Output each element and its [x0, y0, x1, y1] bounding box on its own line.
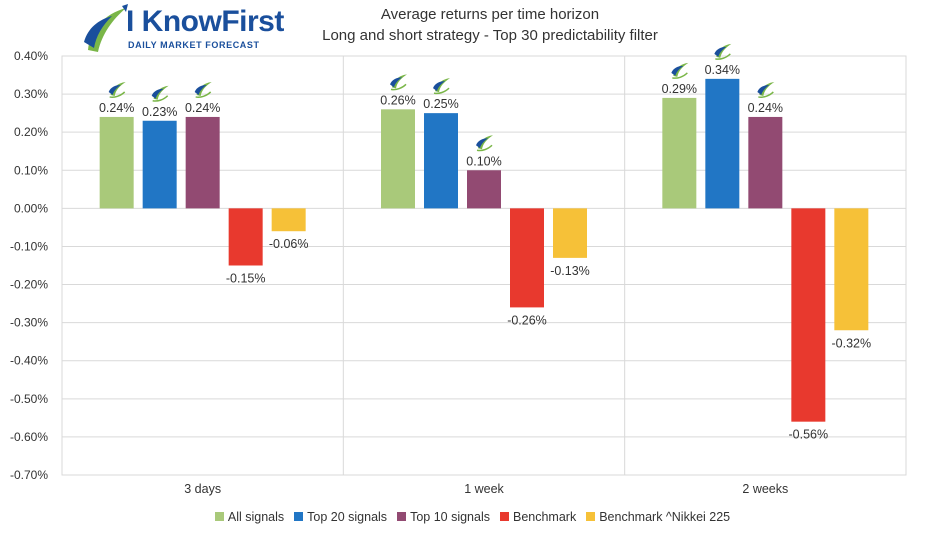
- y-tick-label: -0.40%: [10, 354, 48, 368]
- leaf-logo-icon: [108, 81, 126, 98]
- legend-swatch: [397, 512, 407, 521]
- data-label: -0.06%: [269, 237, 309, 251]
- leaf-logo-icon: [757, 81, 775, 98]
- legend-label: All signals: [227, 510, 285, 524]
- bar: [553, 208, 587, 258]
- x-tick-label: 3 days: [184, 482, 221, 496]
- legend-label: Top 10 signals: [410, 510, 490, 524]
- data-label: 0.25%: [423, 97, 458, 111]
- bar: [467, 170, 501, 209]
- bar: [271, 208, 306, 232]
- y-tick-label: -0.10%: [10, 239, 48, 253]
- legend-label: Benchmark: [512, 510, 577, 524]
- x-tick-label: 2 weeks: [742, 482, 788, 496]
- data-label: -0.56%: [789, 428, 829, 442]
- data-label: -0.13%: [550, 264, 590, 278]
- leaf-logo-icon: [671, 62, 689, 79]
- bar: [748, 116, 783, 209]
- chart-title: Average returns per time horizon: [380, 6, 600, 23]
- leaf-logo-icon: [433, 78, 450, 95]
- bar: [510, 208, 544, 308]
- bar: [99, 116, 134, 209]
- bar: [142, 120, 177, 209]
- data-label: -0.26%: [507, 313, 547, 327]
- leaf-logo-icon: [476, 135, 493, 152]
- leaf-logo-icon: [151, 85, 169, 102]
- y-tick-label: -0.70%: [10, 468, 48, 482]
- plot-frame: [61, 55, 907, 476]
- legend-label: Benchmark ^Nikkei 225: [599, 510, 731, 524]
- legend-item: Top 10 signals: [397, 510, 490, 524]
- bar: [791, 208, 826, 422]
- data-label: -0.15%: [226, 272, 266, 286]
- data-label: 0.26%: [380, 93, 415, 107]
- y-tick-label: 0.30%: [14, 87, 48, 101]
- legend-item: Benchmark ^Nikkei 225: [586, 510, 730, 524]
- y-tick-label: -0.30%: [10, 316, 48, 330]
- legend-item: Benchmark: [499, 510, 577, 524]
- legend-swatch: [499, 512, 509, 521]
- legend-swatch: [586, 512, 596, 521]
- legend-item: All signals: [214, 510, 285, 524]
- y-tick-label: -0.50%: [10, 392, 48, 406]
- bar: [834, 208, 869, 331]
- y-tick-label: 0.20%: [14, 125, 48, 139]
- iknowfirst-logo: I KnowFirst DAILY MARKET FORECAST: [82, 4, 284, 56]
- bar: [424, 113, 458, 209]
- data-label: 0.29%: [662, 82, 697, 96]
- bar: [662, 97, 697, 209]
- leaf-logo-icon: [390, 74, 407, 91]
- data-label: -0.32%: [832, 336, 872, 350]
- bar: [381, 109, 415, 209]
- legend-label: Top 20 signals: [307, 510, 388, 524]
- chart-legend: All signals Top 20 signals Top 10 signals B…: [0, 510, 945, 524]
- y-tick-label: 0.10%: [14, 163, 48, 177]
- y-tick-label: 0.40%: [14, 49, 48, 63]
- y-tick-label: 0.00%: [14, 201, 48, 215]
- x-tick-label: 1 week: [464, 482, 504, 496]
- y-tick-label: -0.20%: [10, 278, 48, 292]
- bar: [228, 208, 263, 266]
- bar: [705, 78, 740, 209]
- data-label: 0.24%: [99, 101, 134, 115]
- leaf-logo-icon: [714, 43, 732, 60]
- data-label: 0.10%: [466, 154, 501, 168]
- chart-subtitle: Long and short strategy - Top 30 predict…: [322, 27, 658, 44]
- leaf-logo-icon: [194, 81, 212, 98]
- logo-wordmark: I KnowFirst: [126, 5, 284, 38]
- data-label: 0.34%: [705, 63, 740, 77]
- data-label: 0.23%: [142, 105, 177, 119]
- data-label: 0.24%: [185, 101, 220, 115]
- bar: [185, 116, 220, 209]
- data-label: 0.24%: [748, 101, 783, 115]
- swoosh-logo-icon: [84, 4, 128, 52]
- legend-swatch: [294, 512, 304, 521]
- legend-item: Top 20 signals: [294, 510, 387, 524]
- y-tick-label: -0.60%: [10, 430, 48, 444]
- legend-swatch: [214, 512, 224, 521]
- logo-tagline: DAILY MARKET FORECAST: [128, 40, 260, 50]
